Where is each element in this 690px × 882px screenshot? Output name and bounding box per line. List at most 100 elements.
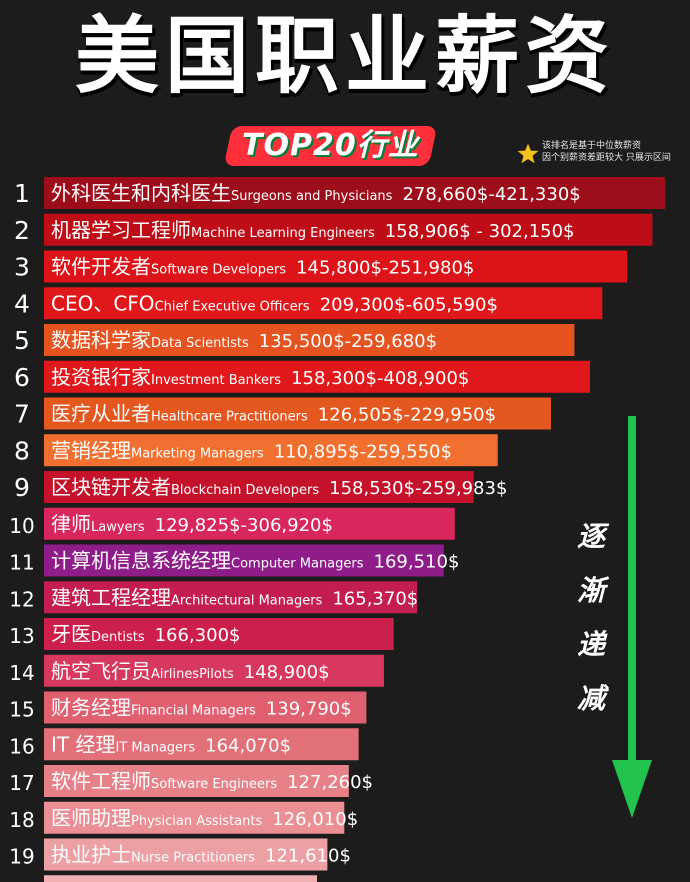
occupation-label: 外科医生和内科医生Surgeons and Physicians 278,660$… bbox=[51, 181, 581, 205]
occupation-zh: 投资银行家 bbox=[51, 365, 151, 389]
occupation-label: 执业护士Nurse Practitioners 121,610$ bbox=[51, 843, 351, 867]
bar-row: 15 财务经理Financial Managers 139,790$ bbox=[9, 691, 367, 724]
occupation-label: 财务经理Financial Managers 139,790$ bbox=[51, 696, 352, 720]
occupation-zh: 软件开发者 bbox=[51, 255, 151, 279]
occupation-label: 建筑工程经理Architectural Managers 165,370$ bbox=[51, 585, 418, 609]
occupation-label: 投资银行家Investment Bankers 158,300$-408,900$ bbox=[51, 365, 469, 389]
salary-bar bbox=[44, 654, 384, 687]
rank-number: 8 bbox=[14, 436, 30, 465]
bar-row: 3 软件开发者Software Developers 145,800$-251,98… bbox=[14, 250, 628, 283]
salary-range: 165,370$ bbox=[332, 588, 418, 609]
salary-range: 278,660$-421,330$ bbox=[402, 184, 580, 205]
decreasing-char: 递 bbox=[576, 628, 605, 661]
salary-bar bbox=[44, 801, 345, 834]
occupation-zh: 外科医生和内科医生 bbox=[51, 181, 231, 205]
occupation-en: Software Engineers bbox=[151, 777, 277, 792]
occupation-en: Healthcare Practitioners bbox=[151, 410, 308, 425]
occupation-label: 计算机信息系统经理Computer Managers 169,510$ bbox=[51, 549, 459, 573]
rank-number: 13 bbox=[9, 624, 34, 648]
down-arrow-icon bbox=[612, 416, 652, 818]
decreasing-char: 逐 bbox=[576, 520, 605, 553]
occupation-zh: 软件工程师 bbox=[51, 769, 151, 793]
bar-row: 13 牙医Dentists 166,300$ bbox=[9, 618, 394, 650]
salary-range: 126,505$-229,950$ bbox=[318, 405, 496, 426]
salary-bar bbox=[44, 213, 653, 246]
occupation-en: Dentists bbox=[91, 630, 145, 645]
occupation-zh: 律师 bbox=[51, 512, 91, 536]
salary-range: 126,010$ bbox=[272, 809, 358, 830]
salary-range: 127,260$ bbox=[287, 772, 373, 793]
bar-row: 17 软件工程师Software Engineers 127,260$ bbox=[9, 765, 373, 797]
salary-bar bbox=[44, 765, 349, 797]
rank-number: 1 bbox=[14, 179, 30, 208]
occupation-label: 牙医Dentists 166,300$ bbox=[51, 622, 241, 646]
ranking-note-line: 该排名是基于中位数薪资 bbox=[542, 141, 642, 151]
occupation-en: Financial Managers bbox=[131, 704, 256, 719]
salary-bar bbox=[44, 250, 628, 283]
occupation-label: 航空飞行员AirlinesPilots 148,900$ bbox=[51, 659, 330, 683]
bar-row: 6 投资银行家Investment Bankers 158,300$-408,900… bbox=[14, 360, 590, 393]
occupation-label: 区块链开发者Blockchain Developers 158,530$-259,… bbox=[51, 475, 507, 499]
salary-bar bbox=[44, 728, 359, 761]
salary-range: 169,510$ bbox=[374, 552, 460, 573]
occupation-zh: IT 经理 bbox=[51, 732, 115, 756]
occupation-label: 数据科学家Data Scientists 135,500$-259,680$ bbox=[51, 328, 437, 352]
salary-bar bbox=[44, 471, 474, 503]
occupation-zh: 数据科学家 bbox=[51, 328, 151, 352]
rank-number: 12 bbox=[9, 587, 34, 611]
occupation-label: CEO、CFOChief Executive Officers 209,300$-… bbox=[51, 291, 498, 315]
bar-row: 1 外科医生和内科医生Surgeons and Physicians 278,660… bbox=[14, 177, 666, 209]
bar-row: 16 IT 经理IT Managers 164,070$ bbox=[9, 728, 359, 761]
rank-number: 11 bbox=[9, 551, 34, 575]
rank-number: 16 bbox=[9, 734, 34, 758]
salary-range: 110,895$-259,550$ bbox=[274, 441, 452, 462]
salary-bar bbox=[44, 177, 666, 209]
occupation-label: 软件开发者Software Developers 145,800$-251,980… bbox=[51, 255, 474, 279]
occupation-en: Architectural Managers bbox=[171, 593, 323, 608]
occupation-zh: 财务经理 bbox=[51, 696, 131, 720]
salary-bar bbox=[44, 875, 317, 882]
occupation-en: Software Developers bbox=[151, 263, 286, 278]
decreasing-label: 逐 渐 递 减 bbox=[566, 510, 616, 726]
rank-number: 10 bbox=[9, 514, 34, 538]
occupation-zh: 机器学习工程师 bbox=[51, 218, 191, 242]
bar-row: 11 计算机信息系统经理Computer Managers 169,510$ bbox=[9, 544, 459, 577]
rank-number: 15 bbox=[9, 698, 34, 722]
occupation-label: IT 经理IT Managers 164,070$ bbox=[51, 732, 291, 756]
occupation-en: Chief Executive Officers bbox=[155, 299, 310, 314]
occupation-label: 软件工程师Software Engineers 127,260$ bbox=[51, 769, 373, 793]
occupation-en: IT Managers bbox=[115, 740, 195, 755]
salary-range: 121,610$ bbox=[265, 846, 351, 867]
occupation-en: Blockchain Developers bbox=[171, 483, 319, 498]
salary-bar bbox=[44, 618, 394, 650]
salary-range: 158,906$ - 302,150$ bbox=[385, 221, 575, 242]
occupation-zh: 航空飞行员 bbox=[51, 659, 151, 683]
occupation-en: Nurse Practitioners bbox=[131, 851, 255, 866]
occupation-zh: 计算机信息系统经理 bbox=[51, 549, 231, 573]
rank-number: 2 bbox=[14, 216, 30, 245]
occupation-en: Data Scientists bbox=[151, 336, 249, 351]
salary-bar bbox=[44, 838, 328, 871]
occupation-zh: CEO、CFO bbox=[51, 291, 155, 315]
rank-number: 6 bbox=[14, 363, 30, 392]
bar-row: 12 建筑工程经理Architectural Managers 165,370$ bbox=[9, 581, 418, 614]
occupation-en: Marketing Managers bbox=[131, 446, 264, 461]
rank-number: 7 bbox=[14, 400, 30, 429]
occupation-label: 医师助理Physician Assistants 126,010$ bbox=[51, 806, 358, 830]
occupation-zh: 营销经理 bbox=[51, 438, 131, 462]
salary-bar bbox=[44, 581, 418, 614]
occupation-zh: 医师助理 bbox=[51, 806, 131, 830]
salary-range: 158,530$-259,983$ bbox=[329, 478, 507, 499]
rank-number: 3 bbox=[14, 253, 30, 282]
decreasing-char: 渐 bbox=[576, 574, 605, 607]
rank-number: 4 bbox=[14, 289, 30, 318]
bar-row: 7 医疗从业者Healthcare Practitioners 126,505$-2… bbox=[14, 397, 551, 430]
bar-row: 2 机器学习工程师Machine Learning Engineers 158,90… bbox=[14, 213, 653, 246]
salary-bar bbox=[44, 287, 603, 320]
bar-row: 18 医师助理Physician Assistants 126,010$ bbox=[9, 801, 358, 834]
salary-range: 135,500$-259,680$ bbox=[259, 331, 437, 352]
salary-range: 158,300$-408,900$ bbox=[291, 368, 469, 389]
salary-range: 148,900$ bbox=[244, 662, 330, 683]
ranking-note-line: 因个别薪资差距较大 只展示区间 bbox=[542, 153, 671, 163]
rank-number: 9 bbox=[14, 473, 30, 502]
